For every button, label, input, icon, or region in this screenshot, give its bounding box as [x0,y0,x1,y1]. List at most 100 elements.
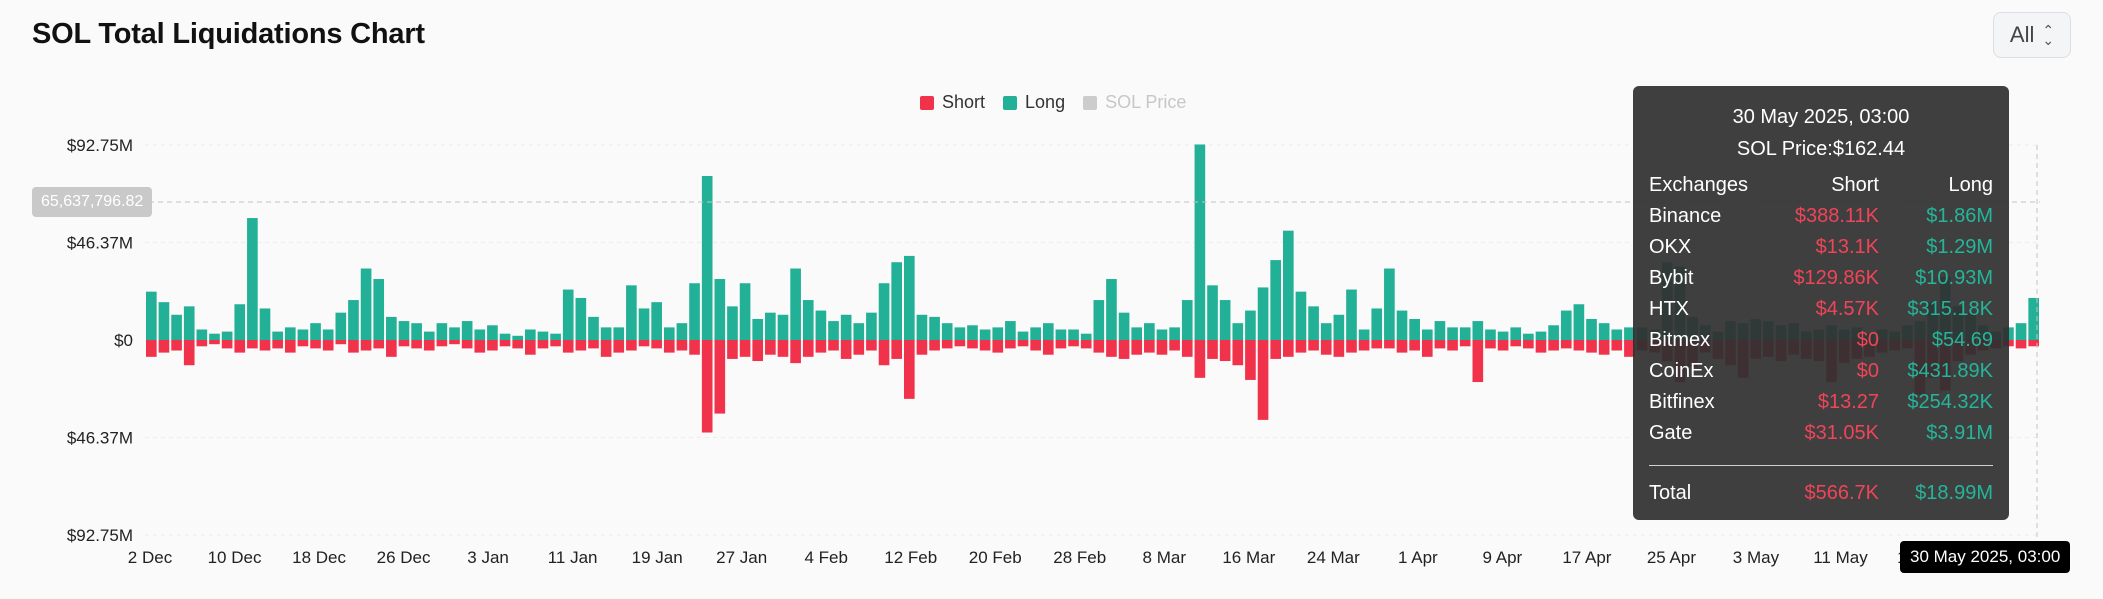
tooltip-short-value: $129.86K [1793,267,1879,289]
short-bar [1093,340,1105,353]
long-bar [398,321,410,340]
range-select-value: All [2009,22,2035,47]
crosshair-value-label: 65,637,796.82 [32,187,153,217]
y-tick-label: $46.37M [67,428,133,447]
short-bar [840,340,852,359]
short-bar [1447,340,1458,351]
short-bar [449,340,460,345]
short-bar [297,340,309,347]
short-bar [1497,340,1509,351]
short-bar [1396,340,1408,353]
tooltip-exchange: CoinEx [1649,360,1714,382]
long-bar [1144,323,1155,340]
long-bar [1535,331,1547,340]
legend-label-short: Short [942,92,986,112]
long-bar [411,323,422,340]
tooltip-short-value: $388.11K [1794,205,1879,227]
short-bar [411,340,422,349]
tooltip-header-short: Short [1831,174,1879,196]
short-bar [904,340,915,399]
legend-item-short[interactable]: Short [920,92,985,113]
long-bar [1005,321,1016,340]
long-bar [777,314,789,340]
short-bar [1144,340,1155,353]
short-bar [221,340,233,349]
long-bar [247,218,258,340]
range-select[interactable]: All ⌃ ⌄ [1993,12,2071,58]
tooltip-long-value: $431.89K [1907,360,1993,382]
long-bar [1573,304,1585,340]
legend-label-sol-price: SOL Price [1105,92,1187,112]
long-bar [941,323,953,340]
tooltip-row: HTX $4.57K $315.18K [1649,294,1993,325]
legend-swatch-short [920,95,934,110]
long-bar [878,283,890,340]
short-bar [461,340,473,349]
x-tick-label: 24 Mar [1307,548,1360,567]
long-bar [461,321,473,340]
long-bar [1346,289,1357,340]
short-bar [335,340,347,345]
x-tick-label: 2 Dec [128,548,173,567]
short-bar [752,340,764,362]
tooltip-date: 30 May 2025, 03:00 [1732,106,1910,128]
short-bar [1207,340,1218,359]
short-bar [992,340,1004,353]
short-bar [1131,340,1143,355]
long-bar [310,323,321,340]
short-bar [1283,340,1294,357]
tooltip-long-value: $3.91M [1926,422,1993,444]
x-tick-label: 12 Feb [884,548,937,567]
long-bar [1080,333,1092,340]
y-tick-label: $92.75M [67,526,133,545]
long-bar [171,314,182,340]
x-tick-label: 25 Apr [1647,548,1696,567]
legend-swatch-long [1003,95,1018,110]
short-bar [1181,340,1193,357]
long-bar [1384,268,1395,340]
long-bar [904,255,915,340]
short-bar [1548,340,1559,351]
short-bar [1560,340,1572,349]
long-bar [1068,329,1079,340]
tooltip-row: Binance $388.11K $1.86M [1649,201,1993,232]
short-bar [1523,340,1534,349]
short-bar [322,340,334,351]
long-bar [259,308,271,340]
short-bar [1257,340,1269,420]
short-bar [866,340,877,351]
tooltip-exchange: Bybit [1649,267,1694,289]
short-bar [1068,340,1079,347]
short-bar [790,340,801,364]
legend-item-sol-price[interactable]: SOL Price [1083,92,1186,113]
tooltip-row: Bybit $129.86K $10.93M [1649,263,1993,294]
long-bar [802,300,814,340]
long-bar [1409,318,1420,340]
short-bar [234,340,246,353]
long-bar [1510,327,1522,340]
short-bar [1118,340,1130,359]
y-axis: $92.75M $46.37M $0 $46.37M $92.75M [67,136,133,545]
short-bar [1194,340,1206,378]
short-bar [1573,340,1585,351]
short-bar [310,340,321,349]
long-bar [1485,329,1496,340]
short-bar [2015,340,2027,349]
long-bar [765,312,776,340]
legend-item-long[interactable]: Long [1003,92,1065,113]
short-bar [651,340,662,349]
short-bar [638,340,650,347]
long-bar [1194,144,1206,340]
long-bar [2028,297,2039,340]
short-bar [284,340,296,353]
long-bar [1548,325,1559,340]
short-bar [525,340,536,355]
long-bar [1295,291,1307,340]
short-bar [1358,340,1370,351]
short-bar [1295,340,1307,353]
short-bar [676,340,688,351]
short-bar [360,340,372,351]
tooltip-total-short: $566.7K [1804,482,1879,504]
x-tick-label: 17 Apr [1562,548,1611,567]
long-bar [183,306,195,340]
